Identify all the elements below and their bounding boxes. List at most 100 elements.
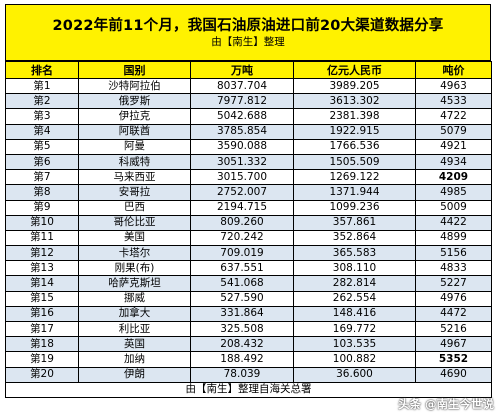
cell-rank: 第2 <box>5 93 79 110</box>
cell-tons: 3590.088 <box>190 138 294 155</box>
cell-country: 马来西亚 <box>78 169 191 186</box>
cell-country: 巴西 <box>78 199 191 216</box>
table-row: 第18 英国 208.432 103.535 4967 <box>5 336 492 353</box>
cell-price: 4976 <box>415 290 492 307</box>
cell-value: 282.814 <box>293 275 416 292</box>
cell-price: 5227 <box>415 275 492 292</box>
watermark-text: 头条 @南生今世说 <box>397 397 494 411</box>
cell-tons: 527.590 <box>190 290 294 307</box>
cell-rank: 第8 <box>5 184 79 201</box>
cell-tons: 5042.688 <box>190 108 294 125</box>
cell-value: 169.772 <box>293 320 416 338</box>
cell-tons: 8037.704 <box>190 77 294 95</box>
cell-value: 365.583 <box>293 245 416 262</box>
cell-value: 1922.915 <box>293 123 416 140</box>
cell-price: 4963 <box>415 77 492 95</box>
cell-value: 36.600 <box>293 366 416 383</box>
cell-rank: 第20 <box>5 366 79 383</box>
spreadsheet: 2022年前11个月，我国石油原油进口前20大渠道数据分享 由【南生】整理 排名… <box>5 4 492 398</box>
cell-tons: 331.864 <box>190 305 294 323</box>
cell-value: 308.110 <box>293 260 416 277</box>
cell-rank: 第14 <box>5 275 79 292</box>
cell-value: 1269.122 <box>293 169 416 186</box>
cell-price: 4967 <box>415 336 492 353</box>
cell-tons: 3785.854 <box>190 123 294 140</box>
cell-rank: 第3 <box>5 108 79 125</box>
table-row: 第4 阿联酋 3785.854 1922.915 5079 <box>5 123 492 140</box>
cell-country: 刚果(布) <box>78 260 191 277</box>
cell-country: 科威特 <box>78 153 191 171</box>
cell-country: 哈萨克斯坦 <box>78 275 191 292</box>
cell-tons: 709.019 <box>190 245 294 262</box>
table-row: 第13 刚果(布) 637.551 308.110 4833 <box>5 260 492 277</box>
cell-country: 哥伦比亚 <box>78 214 191 231</box>
watermark: 头条 @南生今世说 <box>398 396 494 412</box>
cell-tons: 2194.715 <box>190 199 294 216</box>
cell-price: 4533 <box>415 93 492 110</box>
cell-tons: 188.492 <box>190 351 294 368</box>
cell-country: 阿联酋 <box>78 123 191 140</box>
cell-price: 5352 <box>415 351 492 368</box>
header-row: 排名 国别 万吨 亿元人民币 吨价 <box>5 61 492 79</box>
table-body: 第1 沙特阿拉伯 8037.704 3989.205 4963 第2 俄罗斯 7977.812… <box>5 77 492 383</box>
header-value: 亿元人民币 <box>293 61 416 79</box>
cell-rank: 第6 <box>5 153 79 171</box>
cell-value: 2381.398 <box>293 108 416 125</box>
cell-country: 安哥拉 <box>78 184 191 201</box>
page-title: 2022年前11个月，我国石油原油进口前20大渠道数据分享 <box>52 18 444 34</box>
cell-value: 357.861 <box>293 214 416 231</box>
cell-country: 卡塔尔 <box>78 245 191 262</box>
cell-rank: 第13 <box>5 260 79 277</box>
header-country: 国别 <box>78 61 191 79</box>
table-row: 第20 伊朗 78.039 36.600 4690 <box>5 366 492 383</box>
cell-tons: 2752.007 <box>190 184 294 201</box>
cell-rank: 第19 <box>5 351 79 368</box>
cell-rank: 第9 <box>5 199 79 216</box>
cell-rank: 第7 <box>5 169 79 186</box>
cell-tons: 3015.700 <box>190 169 294 186</box>
table-row: 第5 阿曼 3590.088 1766.536 4921 <box>5 138 492 155</box>
cell-rank: 第10 <box>5 214 79 231</box>
cell-price: 5156 <box>415 245 492 262</box>
cell-price: 4722 <box>415 108 492 125</box>
cell-country: 利比亚 <box>78 320 191 338</box>
table-row: 第10 哥伦比亚 809.260 357.861 4422 <box>5 214 492 231</box>
table-row: 第9 巴西 2194.715 1099.236 5009 <box>5 199 492 216</box>
table-row: 第2 俄罗斯 7977.812 3613.302 4533 <box>5 93 492 110</box>
cell-price: 4934 <box>415 153 492 171</box>
cell-tons: 541.068 <box>190 275 294 292</box>
cell-country: 美国 <box>78 229 191 247</box>
cell-rank: 第11 <box>5 229 79 247</box>
table-row: 第11 美国 720.242 352.864 4899 <box>5 229 492 247</box>
cell-price: 5079 <box>415 123 492 140</box>
cell-price: 4422 <box>415 214 492 231</box>
table-row: 第7 马来西亚 3015.700 1269.122 4209 <box>5 169 492 186</box>
cell-rank: 第15 <box>5 290 79 307</box>
cell-price: 5009 <box>415 199 492 216</box>
cell-price: 4472 <box>415 305 492 323</box>
cell-price: 4985 <box>415 184 492 201</box>
cell-tons: 78.039 <box>190 366 294 383</box>
cell-country: 加拿大 <box>78 305 191 323</box>
cell-price: 4690 <box>415 366 492 383</box>
cell-country: 伊拉克 <box>78 108 191 125</box>
cell-value: 3989.205 <box>293 77 416 95</box>
table-row: 第16 加拿大 331.864 148.416 4472 <box>5 305 492 323</box>
header-rank: 排名 <box>5 61 79 79</box>
cell-country: 英国 <box>78 336 191 353</box>
cell-country: 挪威 <box>78 290 191 307</box>
table-row: 第1 沙特阿拉伯 8037.704 3989.205 4963 <box>5 77 492 95</box>
cell-value: 262.554 <box>293 290 416 307</box>
cell-tons: 7977.812 <box>190 93 294 110</box>
cell-rank: 第18 <box>5 336 79 353</box>
page-subtitle: 由【南生】整理 <box>211 36 285 48</box>
cell-tons: 720.242 <box>190 229 294 247</box>
cell-country: 俄罗斯 <box>78 93 191 110</box>
title-block: 2022年前11个月，我国石油原油进口前20大渠道数据分享 由【南生】整理 <box>5 4 491 61</box>
cell-tons: 325.508 <box>190 320 294 338</box>
table-row: 第6 科威特 3051.332 1505.509 4934 <box>5 153 492 171</box>
cell-price: 4209 <box>415 169 492 186</box>
cell-rank: 第17 <box>5 320 79 338</box>
cell-rank: 第4 <box>5 123 79 140</box>
header-price: 吨价 <box>415 61 492 79</box>
